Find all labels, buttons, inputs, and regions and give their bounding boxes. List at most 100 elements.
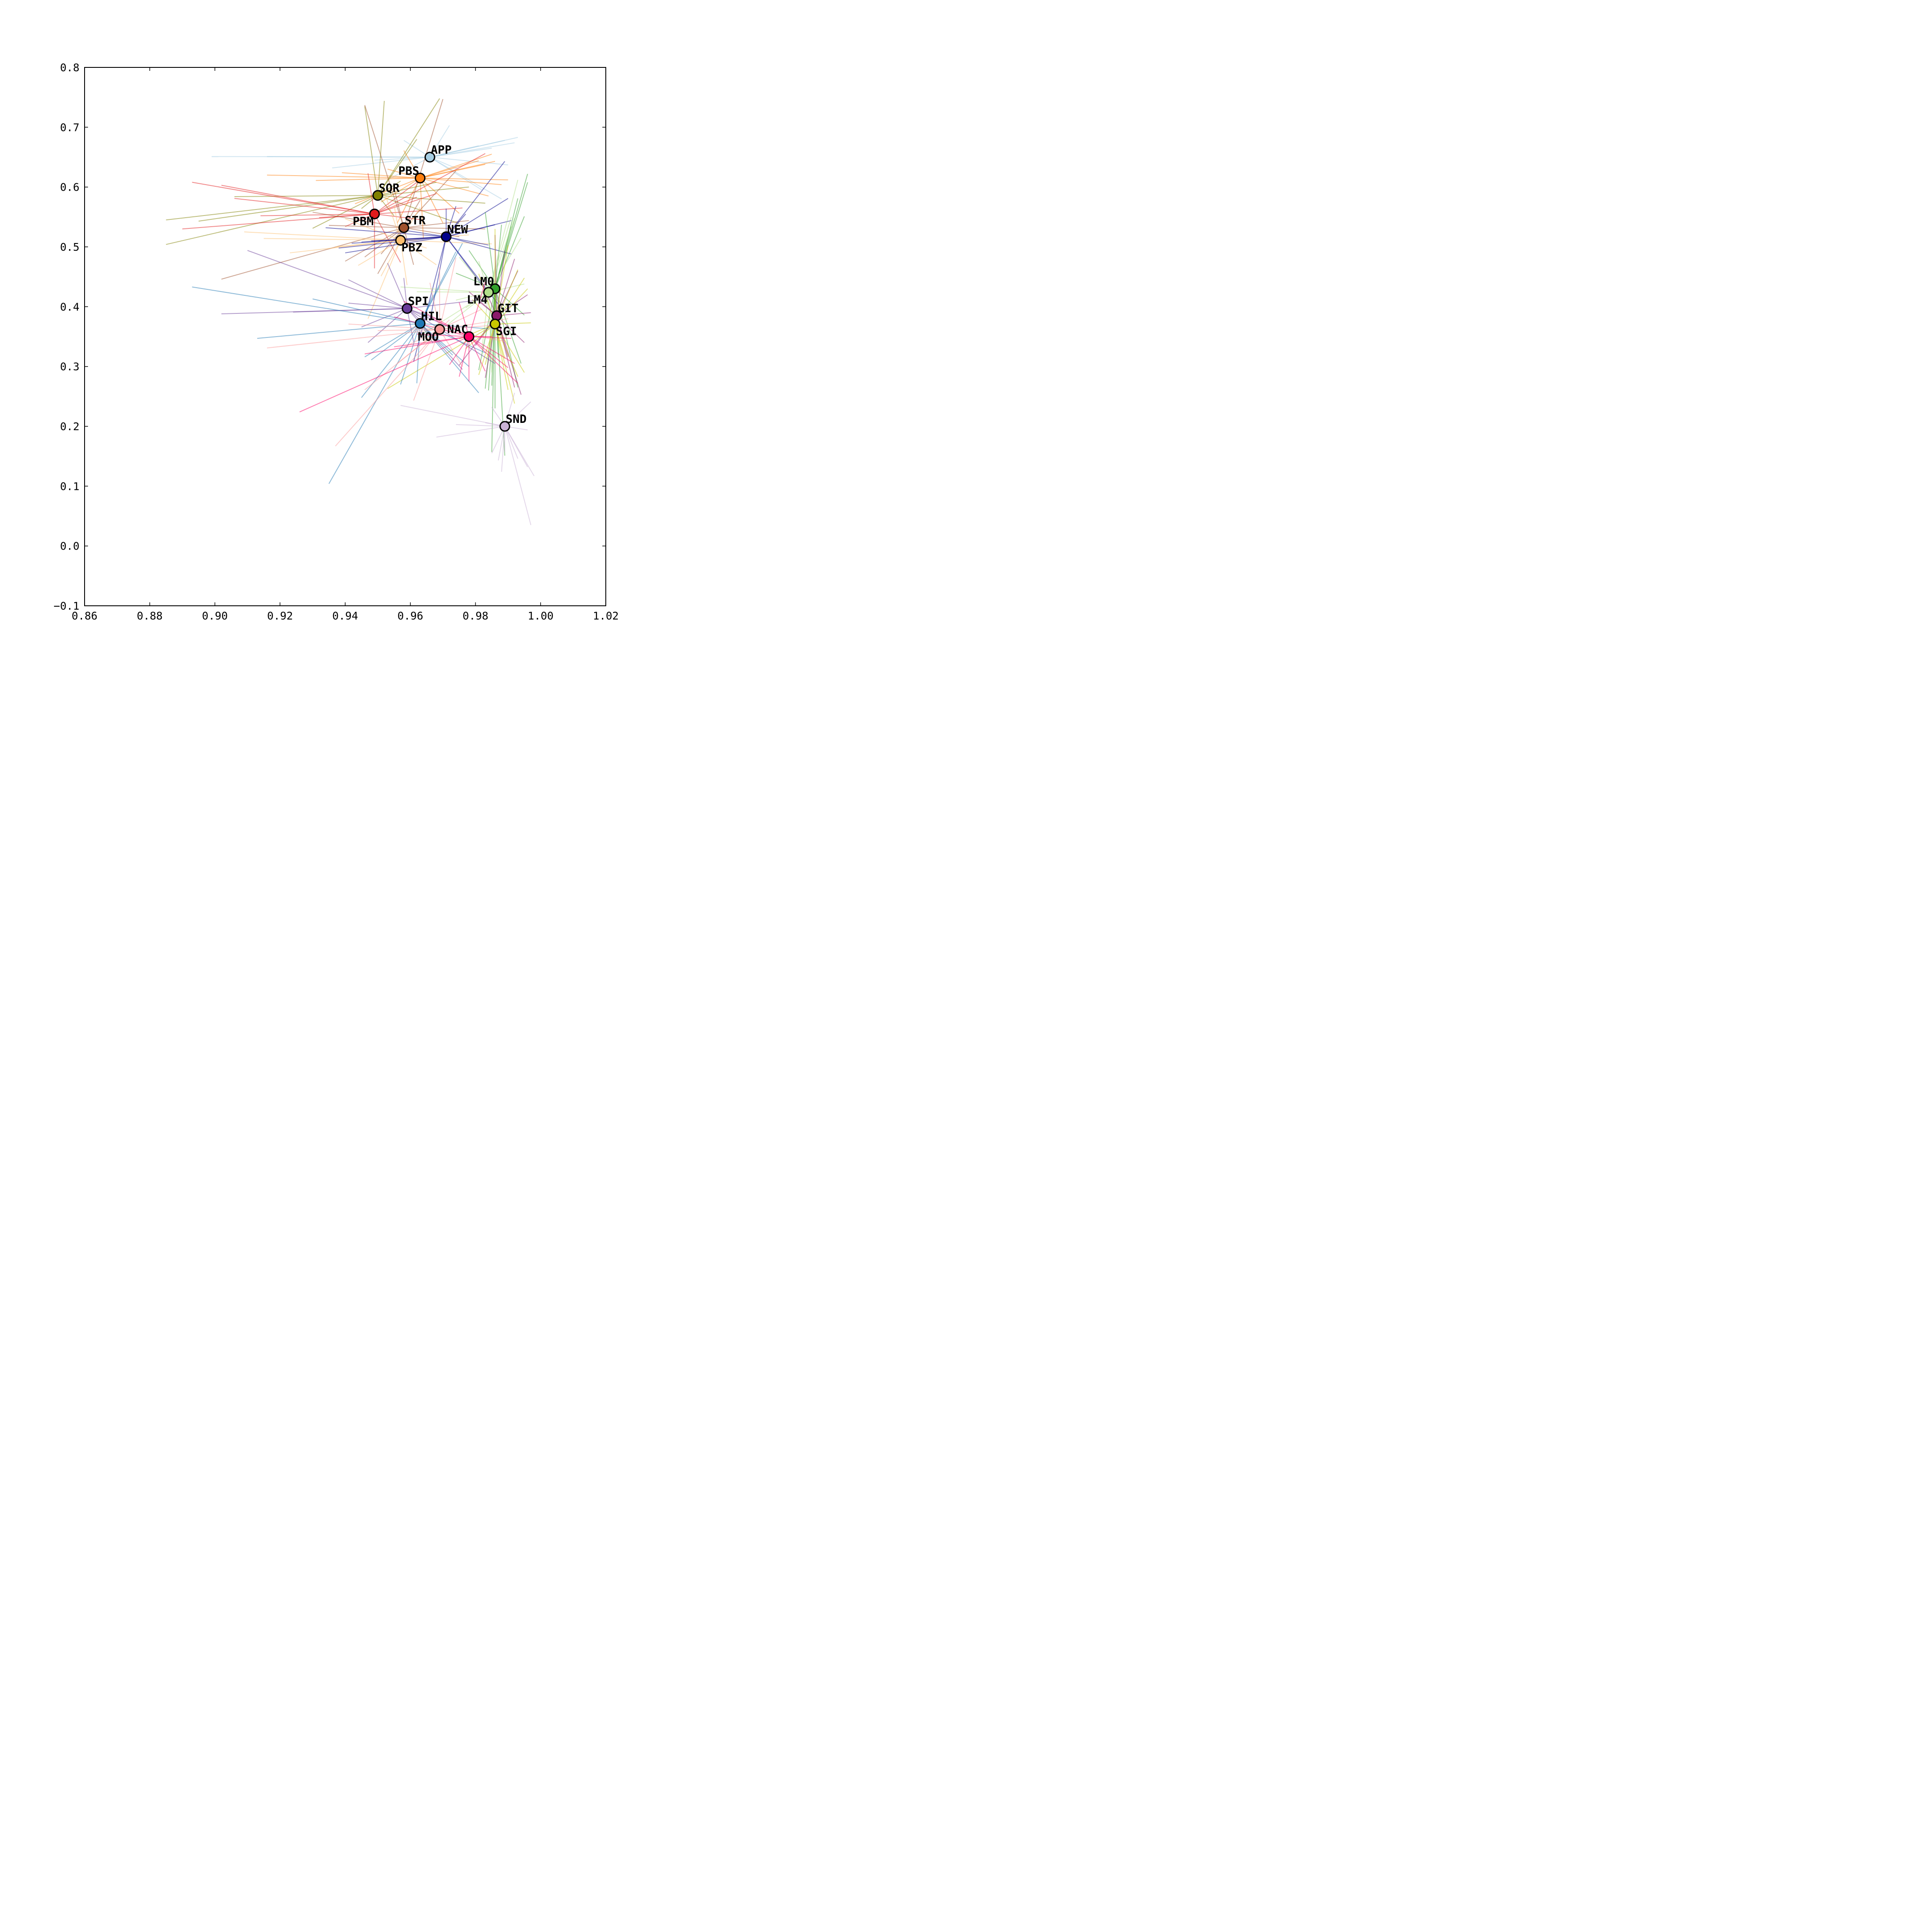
ticks-layer: 0.86 0.88 0.90 0.92 0.94 0.96 0.98 1.00 1.02 −0.1…: [54, 61, 619, 622]
ray-pbm: [221, 185, 375, 215]
ray-hil: [371, 323, 421, 361]
point-label-new: NEW: [447, 223, 468, 236]
point-new: [440, 231, 452, 242]
ray-pbm: [374, 213, 424, 221]
ray-sgi: [495, 322, 531, 325]
ray-snd: [498, 426, 505, 461]
ray-moo: [348, 323, 440, 330]
ray-app: [430, 142, 515, 158]
ray-lm4: [488, 179, 519, 293]
ray-lm0: [488, 289, 496, 391]
y-tick-label: 0.0: [60, 540, 79, 553]
ray-sgi: [495, 324, 515, 404]
ray-pbz: [358, 240, 401, 266]
scatter-chart: 0.86 0.88 0.90 0.92 0.94 0.96 0.98 1.00 1.02 −0.1…: [0, 0, 665, 665]
y-tick-label: 0.2: [60, 420, 79, 433]
point-label-pbs: PBS: [398, 164, 419, 178]
y-tick-label: 0.6: [60, 181, 79, 194]
ray-lm4: [478, 261, 489, 293]
ray-spi: [348, 279, 407, 309]
ray-hil: [400, 323, 421, 385]
ray-pbz: [264, 238, 401, 241]
ray-lm0: [495, 182, 528, 289]
ray-nac: [468, 336, 518, 384]
ray-nac: [429, 317, 469, 337]
ray-pbz: [380, 240, 401, 276]
ray-str: [312, 212, 404, 228]
x-tick-label: 0.90: [202, 610, 228, 622]
ray-pbs: [355, 177, 420, 204]
ray-pbz: [345, 218, 401, 241]
point-sqr: [372, 190, 383, 201]
y-tick-label: 0.4: [60, 301, 79, 313]
ray-snd: [504, 426, 532, 526]
point-pbz: [395, 235, 406, 246]
ray-new: [446, 236, 512, 255]
ray-sqr: [364, 106, 378, 196]
ray-moo: [335, 329, 440, 447]
ray-sqr: [377, 100, 385, 196]
x-tick-label: 0.86: [72, 610, 97, 622]
ray-pbs: [420, 177, 489, 197]
ray-nac: [449, 336, 470, 365]
ray-lm0: [495, 216, 525, 289]
x-tick-label: 0.92: [267, 610, 293, 622]
ray-app: [332, 157, 430, 169]
ray-hil: [419, 243, 463, 324]
point-nac: [463, 331, 474, 342]
point-sgi: [489, 319, 501, 330]
ray-nac: [404, 301, 469, 337]
ray-lm4: [400, 286, 489, 293]
ray-hil: [420, 323, 489, 329]
ray-pbm: [374, 213, 401, 263]
point-label-pbm: PBM: [353, 215, 374, 228]
ray-pbz: [400, 240, 437, 265]
ray-moo: [416, 329, 440, 360]
ray-pbs: [342, 172, 420, 179]
ray-nac: [459, 302, 470, 337]
ray-pbs: [387, 168, 420, 179]
ray-new: [446, 198, 508, 237]
ray-pbz: [400, 240, 492, 245]
point-label-hil: HIL: [421, 310, 442, 323]
chart-background: [0, 0, 665, 665]
ray-spi: [348, 302, 407, 309]
ray-moo: [377, 329, 440, 331]
ray-sgi: [495, 324, 509, 390]
point-label-lm4: LM4: [467, 293, 488, 307]
ray-new: [338, 236, 447, 249]
ray-spi: [247, 250, 407, 309]
ray-new: [446, 161, 505, 237]
ray-sgi: [495, 324, 525, 373]
ray-pbm: [260, 213, 375, 216]
ray-snd: [501, 426, 505, 472]
ray-sgi: [478, 324, 495, 375]
y-tick-label: 0.7: [60, 121, 79, 134]
ray-sgi: [495, 324, 519, 377]
ray-pbm: [374, 153, 486, 215]
ray-spi: [293, 308, 407, 313]
ray-snd: [436, 426, 505, 438]
point-label-pbz: PBZ: [401, 241, 422, 255]
ray-pbz: [244, 231, 401, 241]
ray-app: [429, 157, 502, 200]
point-label-moo: MOO: [418, 330, 439, 343]
ray-app: [429, 125, 450, 158]
point-hil: [415, 318, 426, 329]
ray-str: [393, 188, 404, 228]
ray-app: [430, 157, 508, 166]
point-label-app: APP: [431, 143, 452, 157]
ray-app: [374, 157, 430, 161]
ray-lm4: [488, 218, 515, 293]
y-tick-label: 0.5: [60, 241, 79, 253]
x-tick-label: 1.02: [593, 610, 619, 622]
point-label-snd: SND: [506, 413, 527, 426]
point-label-git: GIT: [498, 302, 519, 315]
ray-nac: [299, 336, 469, 413]
point-lm4: [483, 287, 494, 298]
ray-snd: [504, 426, 535, 477]
ray-sgi: [387, 323, 495, 389]
ray-lm4: [456, 292, 489, 301]
ray-nac: [394, 336, 469, 347]
ray-pbm: [368, 173, 375, 214]
